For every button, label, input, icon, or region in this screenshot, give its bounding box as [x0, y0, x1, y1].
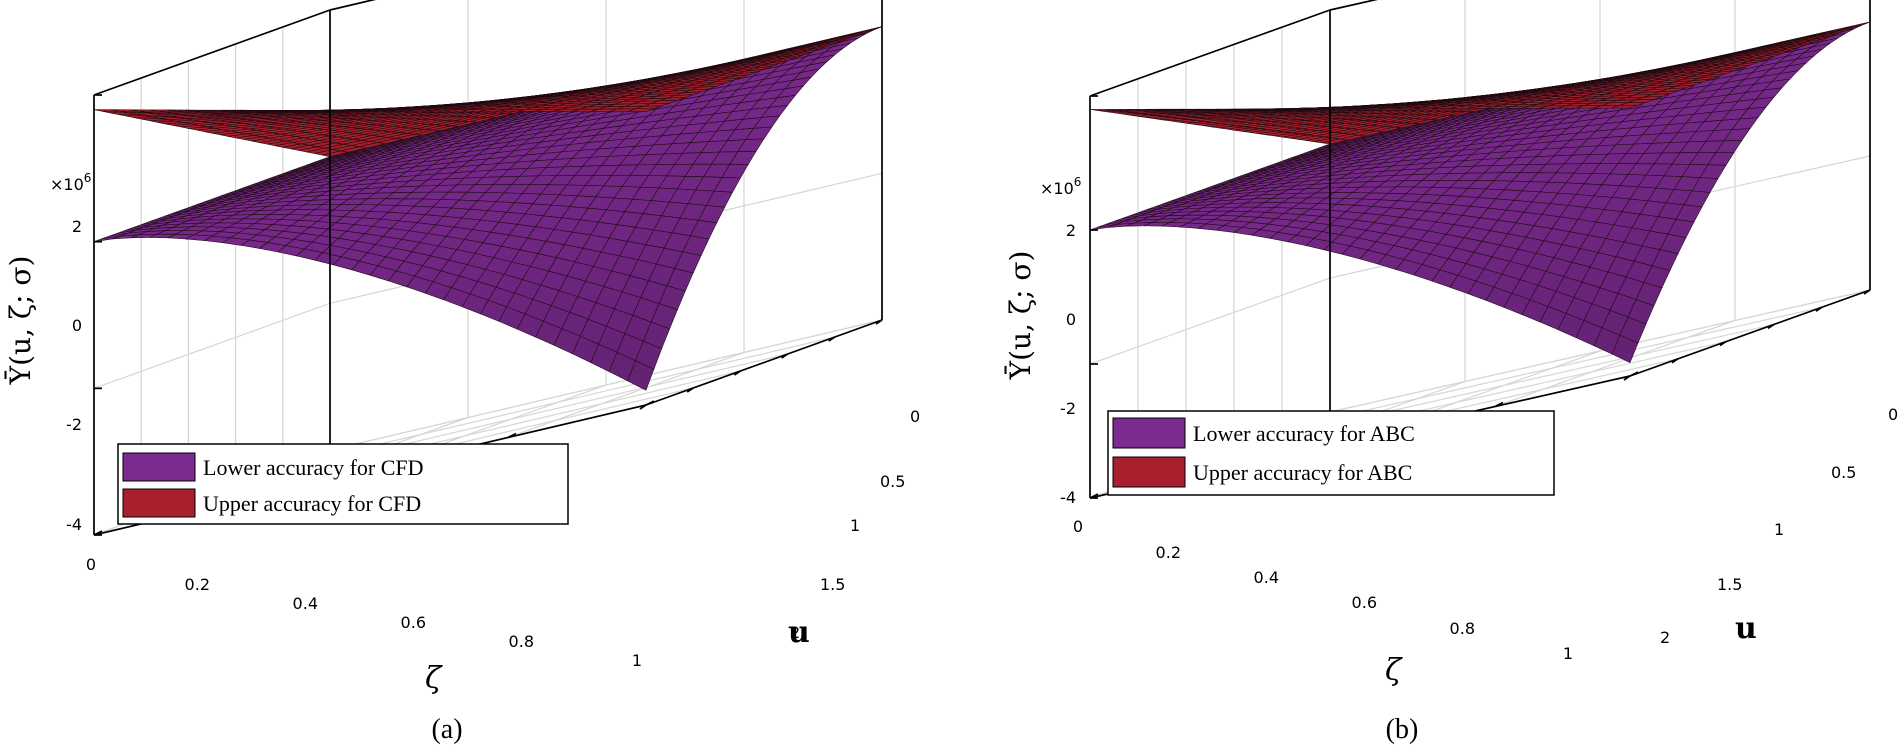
legend-swatch	[1112, 417, 1186, 449]
x-tick-label: 1	[632, 651, 642, 670]
panel-caption: (b)	[1386, 714, 1419, 745]
x-tick-label: 0.8	[1450, 619, 1475, 638]
legend-entry: Lower accuracy for ABC	[1193, 421, 1415, 446]
surface-patch	[627, 108, 654, 112]
x-tick-label: 0.6	[1352, 593, 1377, 612]
x-tick-label: 0	[1073, 517, 1083, 536]
x-tick-label: 0.2	[1156, 543, 1181, 562]
y-tick-label: 2	[1660, 628, 1670, 647]
x-axis-label: ζ	[425, 661, 443, 696]
y-axis-label: u	[788, 615, 810, 650]
legend-swatch	[122, 452, 196, 482]
y-tick-label: 1.5	[1717, 575, 1742, 594]
z-tick-label: 0	[72, 316, 82, 335]
z-tick-label: 2	[1066, 221, 1076, 240]
z-tick-label: -4	[1060, 488, 1076, 507]
z-axis-label: Ῡ(u, ζ; σ)	[4, 256, 37, 386]
legend-entry: Upper accuracy for CFD	[203, 491, 421, 516]
y-tick-label: 1	[1774, 520, 1784, 539]
z-tick-label: -2	[1060, 399, 1076, 418]
z-axis-label: Ῡ(u, ζ; σ)	[1004, 251, 1037, 381]
x-axis-label: ζ	[1385, 653, 1403, 688]
upper-surface	[93, 26, 883, 157]
y-tick-label: 0.5	[880, 472, 905, 491]
y-tick-label: 0	[910, 407, 920, 426]
z-tick-label: 0	[1066, 310, 1076, 329]
x-tick-label: 1	[1563, 644, 1573, 663]
legend: Lower accuracy for ABC Upper accuracy fo…	[1107, 410, 1555, 496]
y-tick-label: 2	[790, 623, 800, 642]
y-tick-label: 1	[850, 516, 860, 535]
y-tick-label: 0	[1888, 405, 1898, 424]
legend-swatch	[122, 488, 196, 518]
x-tick-label: 0.8	[509, 632, 534, 651]
x-tick-label: 0.6	[401, 613, 426, 632]
chart-panel-b: ×106 2 0 -2 -4 0 0.2 0.4 0.6 0.8 1 0 0.5…	[1004, 0, 1898, 745]
x-tick-label: 0.4	[293, 594, 318, 613]
lower-surface	[93, 26, 883, 391]
z-tick-label: 2	[72, 217, 82, 236]
y-axis-label: u	[1735, 611, 1757, 646]
x-tick-label: 0.2	[185, 575, 210, 594]
lower-surface	[1089, 21, 1871, 363]
legend-swatch	[1112, 456, 1186, 488]
legend-entry: Upper accuracy for ABC	[1193, 460, 1412, 485]
x-tick-label: 0	[86, 555, 96, 574]
z-multiplier: ×106	[1040, 175, 1081, 198]
z-multiplier: ×106	[50, 171, 91, 194]
chart-panel-a: ×106 2 0 -2 -4 0 0.2 0.4 0.6 0.8 1 0 0.5…	[4, 0, 920, 745]
upper-surface	[1089, 21, 1871, 145]
surface-patch	[1611, 104, 1639, 109]
axes-lines	[1089, 0, 1871, 499]
y-tick-label: 0.5	[1831, 463, 1856, 482]
legend-entry: Lower accuracy for CFD	[203, 455, 424, 480]
z-tick-label: -2	[66, 415, 82, 434]
legend: Lower accuracy for CFD Upper accuracy fo…	[117, 443, 569, 525]
z-tick-label: -4	[66, 515, 82, 534]
x-tick-label: 0.4	[1254, 568, 1279, 587]
surface-patch	[627, 360, 655, 391]
y-tick-label: 1.5	[820, 575, 845, 594]
panel-caption: (a)	[431, 714, 462, 745]
surface-patch	[1611, 334, 1639, 363]
